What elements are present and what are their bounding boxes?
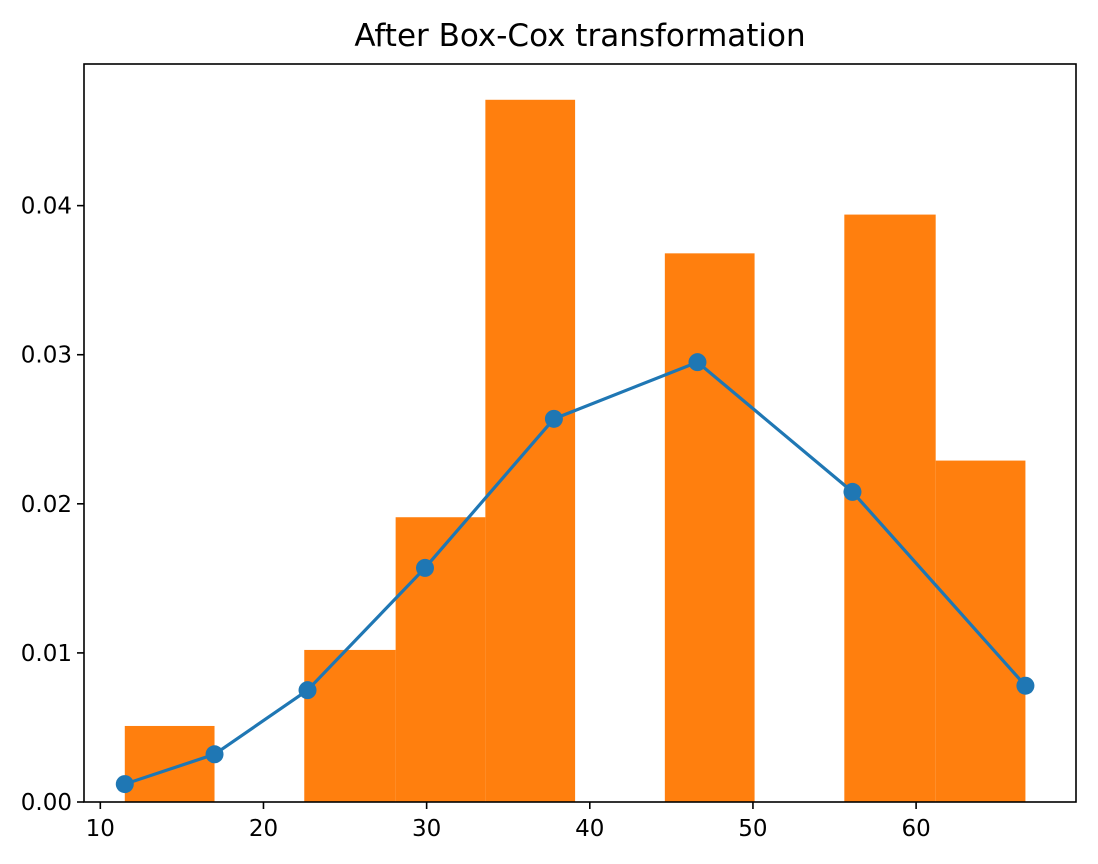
plot-area: 10 20 30 40 50 60 0.00 0.01 0.02 0.03 0.04	[21, 63, 1077, 842]
y-tick-label: 0.04	[21, 194, 72, 220]
histogram-bar-3	[395, 517, 486, 802]
line-point-2	[298, 681, 317, 700]
chart-title: After Box-Cox transformation	[354, 18, 805, 54]
y-tick-label: 0.01	[21, 641, 72, 667]
line-series-0	[124, 360, 1027, 786]
line-point-0	[115, 775, 134, 794]
histogram-bar-2	[304, 649, 396, 802]
histogram-bar-9	[935, 460, 1026, 802]
histogram-bar-6	[664, 253, 755, 802]
x-tick-label: 40	[575, 816, 604, 842]
y-tick-label: 0.03	[21, 343, 72, 369]
axes-frame	[83, 63, 1077, 803]
line-point-6	[843, 482, 862, 501]
x-tick-label: 50	[738, 816, 767, 842]
x-tick-label: 30	[412, 816, 441, 842]
y-tick-label: 0.00	[21, 790, 72, 816]
line-point-5	[688, 353, 707, 372]
line-point-1	[205, 745, 224, 764]
x-tick-label: 20	[249, 816, 278, 842]
histogram-bar-8	[844, 214, 936, 803]
y-tick-label: 0.02	[21, 492, 72, 518]
line-point-3	[416, 558, 434, 577]
x-tick-label: 10	[86, 816, 115, 842]
line-point-4	[544, 409, 563, 428]
histogram-bar-4	[485, 99, 576, 803]
x-tick-label: 60	[901, 816, 930, 842]
histogram-bar-0	[124, 725, 215, 802]
line-point-7	[1016, 676, 1035, 695]
